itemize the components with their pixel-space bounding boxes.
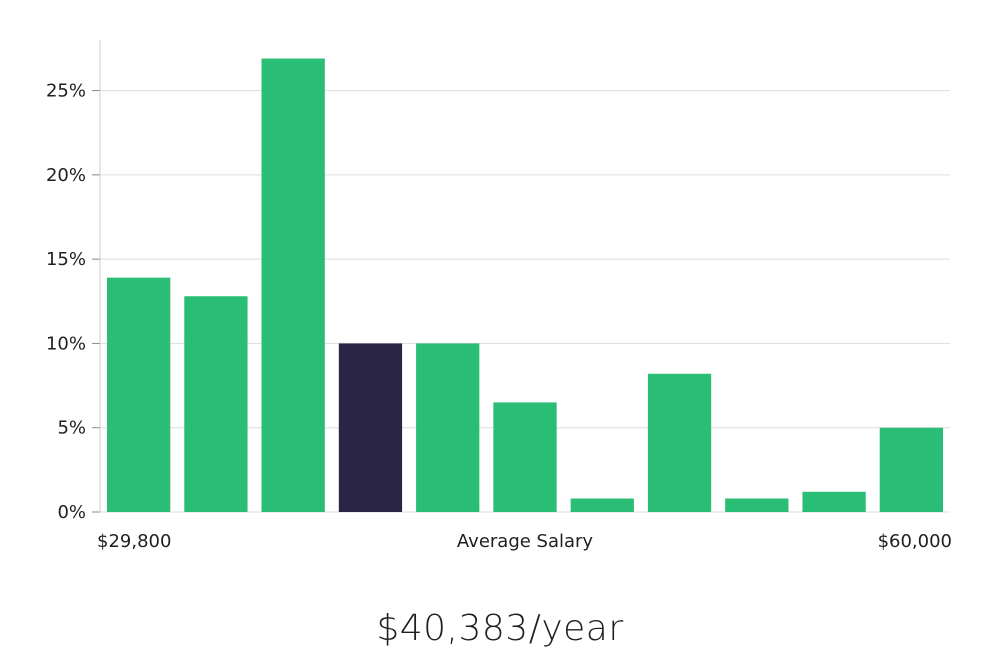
y-tick-label: 5% [57,418,86,439]
x-axis-labels: $29,800 Average Salary $60,000 [97,531,952,552]
y-tick-label: 20% [46,165,86,186]
x-min-label: $29,800 [97,531,171,552]
bar-highlighted [338,343,403,512]
average-salary-value: $40,383/year [376,608,624,649]
bar [493,402,557,512]
bar [802,491,866,512]
bar [570,498,634,512]
bar [184,296,248,512]
y-tick-label: 25% [46,81,86,102]
bar [879,427,943,512]
bar [725,498,789,512]
bars [107,58,943,513]
y-axis-ticks: 0% 5% 10% 15% 20% 25% [46,81,100,523]
x-max-label: $60,000 [878,531,952,552]
salary-histogram: 0% 5% 10% 15% 20% 25% $29,800 Average Salary … [46,40,952,552]
y-tick-label: 10% [46,333,86,354]
y-tick-label: 0% [57,502,86,523]
bar [647,373,712,512]
x-center-label: Average Salary [457,531,594,552]
bar [107,277,171,512]
y-tick-label: 15% [46,249,86,270]
bar [261,58,325,513]
bar [416,343,480,512]
